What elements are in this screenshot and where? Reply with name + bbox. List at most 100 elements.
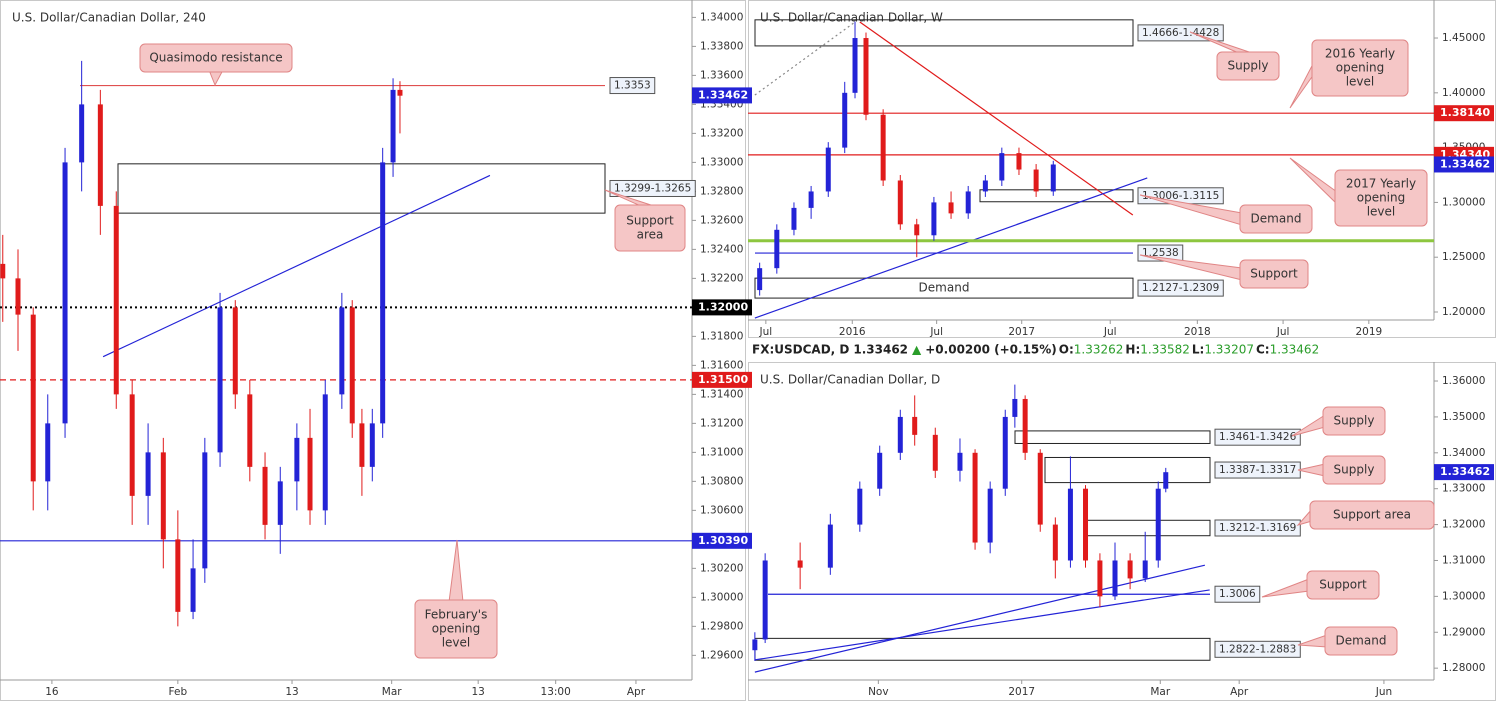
callout-box: [414, 599, 498, 659]
candle-body: [914, 224, 920, 236]
callout-box: [139, 43, 293, 73]
y-tick-label: 1.31800: [700, 330, 743, 342]
candle-body: [1022, 398, 1028, 453]
candle-body: [322, 394, 328, 511]
callout-text: level: [1346, 75, 1375, 89]
callout-box: [1334, 169, 1428, 227]
candle-body: [877, 452, 883, 489]
candle-body: [827, 524, 833, 568]
axis-tag: [692, 532, 752, 549]
y-tick-label: 1.29000: [1442, 626, 1485, 638]
price-label: 1.3006-1.3115: [1142, 190, 1219, 202]
axis-tag-label: 1.30390: [698, 534, 748, 547]
y-tick-label: 1.30600: [700, 504, 743, 516]
candle-body: [912, 416, 918, 435]
x-tick-label: Jul: [1276, 326, 1290, 338]
callout-text: Quasimodo resistance: [149, 51, 282, 65]
x-tick-label: 2017: [1008, 326, 1035, 338]
header-ohlc-label: H:: [1125, 343, 1140, 357]
callout-text: February's: [425, 608, 488, 622]
last-price-tag: [692, 87, 752, 104]
y-tick-label: 1.31400: [700, 388, 743, 400]
candle-body: [15, 278, 21, 315]
y-tick-label: 1.31000: [1442, 554, 1485, 566]
price-label-box: [609, 77, 656, 95]
y-tick-label: 1.30200: [700, 562, 743, 574]
y-tick-label: 1.33000: [700, 156, 743, 168]
y-tick-label: 1.32200: [700, 272, 743, 284]
y-tick-label: 1.32600: [700, 214, 743, 226]
y-tick-label: 1.33000: [1442, 483, 1485, 495]
candle-body: [965, 191, 971, 214]
x-tick-label: Apr: [1230, 686, 1249, 698]
plot-area: Demand: [748, 19, 1434, 319]
y-tick-label: 1.45000: [1442, 32, 1485, 44]
y-tick-label: 1.29600: [700, 649, 743, 661]
y-tick-label: 1.36000: [1442, 375, 1485, 387]
candle-body: [190, 568, 196, 612]
candle-body: [113, 205, 119, 395]
x-tick-label: 2016: [839, 326, 866, 338]
header-ohlc-label: O:: [1059, 343, 1074, 357]
chart-title: U.S. Dollar/Canadian Dollar, D: [760, 373, 940, 387]
annotations: 1.3461-1.3426 1.3387-1.3317 1.3212-1.3169 1…: [1214, 406, 1494, 658]
header-arrow: ▲: [912, 343, 922, 357]
x-tick-label: Feb: [169, 686, 188, 698]
candle-body: [762, 560, 768, 640]
callout-text: 2017 Yearly: [1346, 177, 1416, 191]
x-tick-label: 16: [45, 686, 59, 698]
candle-body: [390, 89, 396, 163]
candle-body: [359, 423, 365, 467]
y-tick-label: 1.30800: [700, 475, 743, 487]
last-price-tag: [1434, 464, 1494, 481]
candle-body: [972, 452, 978, 543]
candle-body: [397, 89, 403, 96]
x-tick-label: Nov: [868, 686, 889, 698]
candle-body: [45, 423, 51, 482]
candle-body: [931, 202, 937, 236]
candle-body: [752, 639, 758, 651]
header-change: +0.00200 (+0.15%): [925, 343, 1057, 357]
candle-body: [339, 307, 345, 395]
candle-body: [1163, 472, 1169, 489]
candle-body: [825, 147, 831, 192]
plot-area: [752, 384, 1211, 673]
candle-body: [307, 437, 313, 511]
axis-tag-label: 1.31500: [698, 373, 748, 386]
axis-tag: [692, 371, 752, 388]
y-tick-label: 1.35000: [1442, 411, 1485, 423]
header-ohlc-value: 1.33207: [1204, 343, 1254, 357]
candle-body: [202, 452, 208, 569]
panel-frame: [0, 0, 746, 701]
y-tick-label: 1.40000: [1442, 87, 1485, 99]
y-tick-label: 1.31000: [700, 446, 743, 458]
candle-body: [1083, 488, 1089, 561]
x-tick-label: 2017: [1008, 686, 1035, 698]
callout-box: [614, 204, 686, 252]
candle-body: [1067, 488, 1073, 561]
candle-body: [1142, 560, 1148, 579]
price-label: 1.3006: [1219, 588, 1256, 600]
annotations: 1.4666-1.4428 1.3006-1.3115 1.2127-1.2309 1…: [1137, 24, 1494, 297]
candle-body: [0, 263, 6, 279]
price-label: 1.3212-1.3169: [1219, 522, 1296, 534]
price-label-box: [1214, 519, 1301, 537]
callout-text: area: [637, 228, 664, 242]
callout-text: Supply: [1334, 463, 1375, 477]
candle-body: [1112, 560, 1118, 597]
candle-body: [1037, 452, 1043, 525]
price-label: 1.2127-1.2309: [1142, 282, 1219, 294]
candle-body: [797, 560, 803, 568]
header-bar: [748, 339, 1496, 361]
header-symbol: FX:USDCAD, D: [752, 343, 849, 357]
y-tick-label: 1.34000: [700, 11, 743, 23]
y-tick-label: 1.29800: [700, 620, 743, 632]
price-label: 1.4666-1.4428: [1142, 27, 1219, 39]
zone-text: Demand: [919, 281, 970, 295]
candle-body: [757, 268, 763, 291]
y-tick-label: 1.31200: [700, 417, 743, 429]
candle-body: [277, 481, 283, 525]
y-tick-label: 1.33800: [700, 40, 743, 52]
